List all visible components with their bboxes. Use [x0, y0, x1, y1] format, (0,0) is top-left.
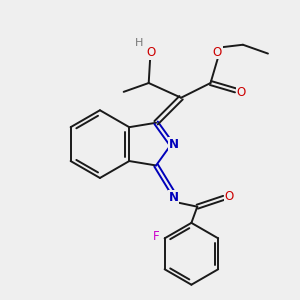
Text: O: O [236, 86, 245, 99]
Text: H: H [135, 38, 143, 48]
Text: O: O [224, 190, 233, 203]
Text: O: O [213, 46, 222, 59]
Text: N: N [168, 138, 178, 151]
Text: N: N [169, 191, 179, 204]
Text: O: O [146, 46, 155, 59]
Text: F: F [153, 230, 160, 243]
